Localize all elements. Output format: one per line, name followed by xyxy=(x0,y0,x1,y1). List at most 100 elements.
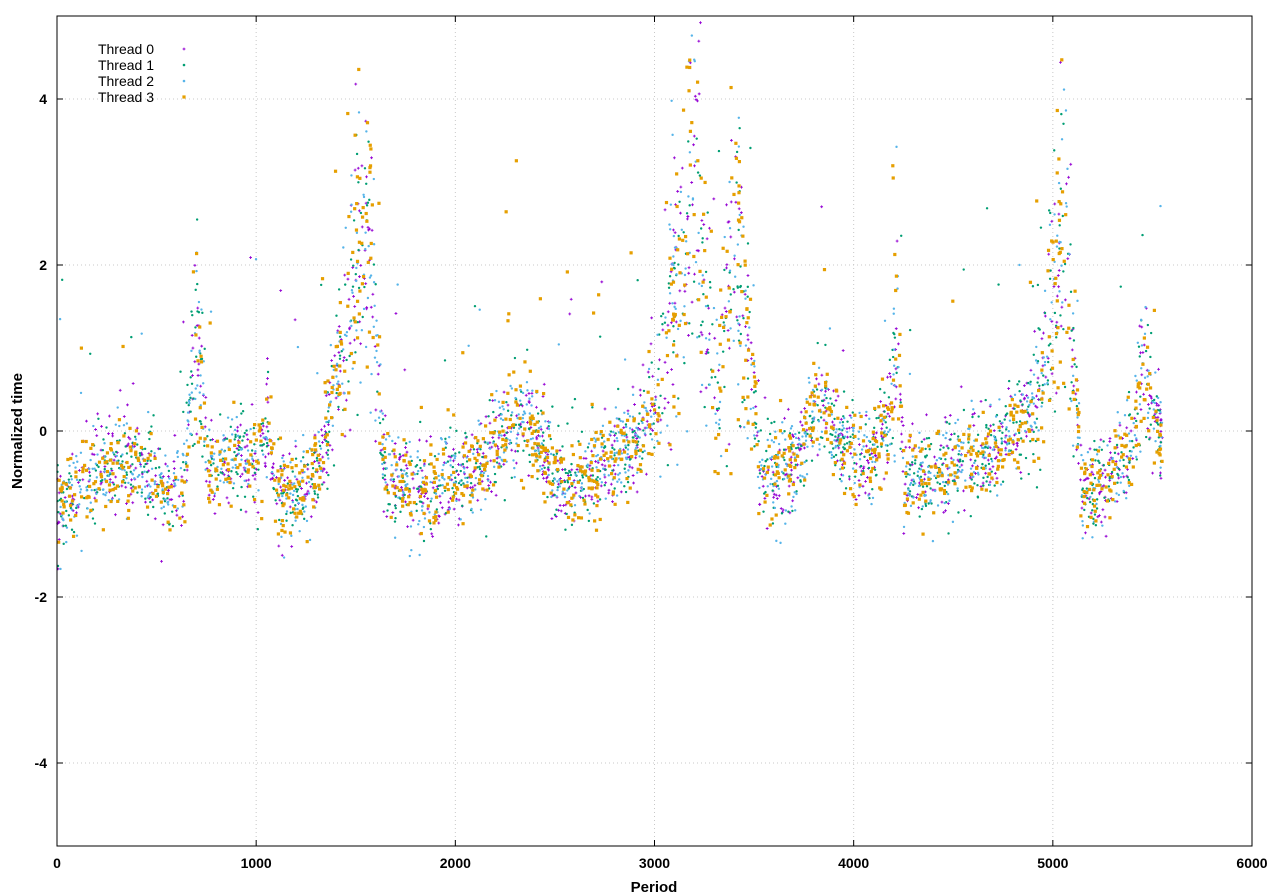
data-point-s3-570 xyxy=(1055,171,1059,175)
data-point-s1-83 xyxy=(666,463,670,467)
data-point-s3-74 xyxy=(670,267,674,271)
data-point-s2-1013 xyxy=(141,475,144,479)
data-point-s0-824 xyxy=(107,414,111,418)
data-point-s3-670 xyxy=(1054,239,1058,243)
data-point-s0-940 xyxy=(280,553,284,557)
data-point-s3-115 xyxy=(154,494,159,498)
data-point-s3-1003 xyxy=(180,491,184,495)
data-point-s2-993 xyxy=(470,507,473,511)
data-point-s1-384 xyxy=(613,448,616,451)
data-point-s0-1017 xyxy=(1029,368,1033,372)
data-point-s2-1195 xyxy=(1062,88,1066,91)
data-point-s0-348 xyxy=(240,472,244,476)
data-point-s1-146 xyxy=(253,471,257,475)
data-point-s1-823 xyxy=(863,455,866,458)
data-point-s3-944 xyxy=(354,228,359,232)
data-point-s3-574 xyxy=(1019,409,1023,413)
data-point-s2-346 xyxy=(803,476,806,479)
data-point-s2-77 xyxy=(805,397,808,401)
data-point-s0-944 xyxy=(364,282,368,286)
data-point-s3-70 xyxy=(654,432,658,436)
data-point-s1-545 xyxy=(240,485,243,489)
data-point-s3-323 xyxy=(530,453,535,457)
data-point-s1-203 xyxy=(1031,285,1035,288)
data-point-s2-138 xyxy=(808,381,811,384)
data-point-s1-855 xyxy=(113,494,117,497)
data-point-s3-923 xyxy=(1137,381,1142,385)
data-point-s1-785 xyxy=(238,435,242,438)
data-point-s1-939 xyxy=(717,407,721,410)
data-point-s3-935 xyxy=(898,404,903,408)
data-point-s3-655 xyxy=(1134,443,1138,448)
data-point-s3-292 xyxy=(173,505,177,509)
data-point-s1-584 xyxy=(982,476,985,480)
data-point-s3-227 xyxy=(743,259,747,263)
data-point-s2-679 xyxy=(479,508,483,511)
data-point-s2-1093 xyxy=(976,471,980,475)
data-point-s1-1239 xyxy=(433,455,437,458)
data-point-s2-791 xyxy=(538,435,542,438)
data-point-s3-1031 xyxy=(321,460,326,465)
data-point-s3-314 xyxy=(641,444,646,448)
data-point-s0-1071 xyxy=(343,273,347,277)
data-point-s0-239 xyxy=(693,164,696,168)
data-point-s0-1114 xyxy=(672,156,676,160)
data-point-s0-678 xyxy=(489,480,492,484)
data-point-s2-377 xyxy=(513,466,516,470)
data-point-s3-376 xyxy=(622,450,627,454)
data-point-s1-29 xyxy=(754,390,757,393)
data-point-s0-453 xyxy=(962,489,965,493)
data-point-s2-488 xyxy=(946,492,950,496)
data-point-s1-442 xyxy=(142,465,146,468)
data-point-s2-967 xyxy=(1159,444,1162,448)
data-point-s2-1208 xyxy=(395,468,398,471)
data-point-s3-266 xyxy=(1125,433,1129,437)
data-point-s3-108 xyxy=(1128,457,1132,461)
data-point-s3-345 xyxy=(530,475,534,479)
data-point-s2-369 xyxy=(718,363,721,366)
data-point-s3-474 xyxy=(297,511,301,515)
data-point-s2-1113 xyxy=(243,479,246,482)
data-point-s2-849 xyxy=(393,536,397,539)
data-point-s2-263 xyxy=(501,405,504,408)
data-point-s1-822 xyxy=(571,406,574,409)
data-point-s0-1117 xyxy=(690,181,694,184)
data-point-s3-642 xyxy=(443,485,447,489)
data-point-s2-1289 xyxy=(1064,201,1068,205)
data-point-s2-561 xyxy=(143,470,146,473)
data-point-s2-903 xyxy=(478,423,481,426)
data-point-s3-558 xyxy=(664,200,669,205)
data-point-s1-1227 xyxy=(1026,411,1030,414)
data-point-s3-599 xyxy=(208,500,212,504)
data-point-s1-610 xyxy=(737,228,740,232)
data-point-s0-397 xyxy=(668,301,672,305)
data-point-s0-676 xyxy=(293,318,297,322)
data-point-s1-1209 xyxy=(568,469,571,473)
data-point-s2-505 xyxy=(830,456,833,460)
data-point-s3-993 xyxy=(326,379,330,383)
data-point-s1-1040 xyxy=(661,312,665,315)
data-point-s2-34 xyxy=(752,284,755,287)
data-point-s2-731 xyxy=(931,539,935,543)
data-point-s3-853 xyxy=(196,440,201,444)
data-point-s0-907 xyxy=(144,500,147,504)
data-point-s3-1062 xyxy=(111,461,115,465)
data-point-s3-1022 xyxy=(783,468,787,472)
data-point-s2-126 xyxy=(176,455,180,459)
data-point-s1-1136 xyxy=(673,267,676,270)
data-point-s3-539 xyxy=(434,515,438,519)
data-point-s3-549 xyxy=(1090,464,1094,469)
data-point-s2-87 xyxy=(254,257,258,261)
data-point-s0-377 xyxy=(323,424,326,428)
data-point-s2-933 xyxy=(240,458,243,461)
data-point-s2-241 xyxy=(1071,444,1075,447)
data-point-s1-892 xyxy=(603,445,607,449)
data-point-s1-1132 xyxy=(318,444,322,448)
data-point-s1-811 xyxy=(357,181,360,184)
data-point-s1-540 xyxy=(67,514,71,517)
data-point-s2-500 xyxy=(408,554,412,558)
data-point-s3-215 xyxy=(743,263,747,267)
data-point-s3-466 xyxy=(390,473,394,477)
data-point-s1-1191 xyxy=(723,268,726,272)
data-point-s2-808 xyxy=(285,510,289,513)
